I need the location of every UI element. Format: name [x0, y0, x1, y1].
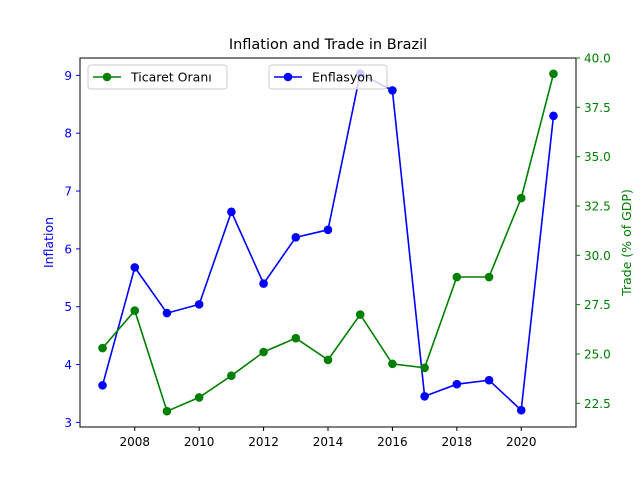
legend-marker [283, 72, 293, 82]
data-point-inflation [291, 232, 301, 242]
x-tick-label: 2016 [377, 435, 408, 449]
x-tick-label: 2012 [248, 435, 279, 449]
data-point-inflation [194, 300, 204, 309]
y-left-tick-label: 6 [64, 242, 72, 256]
data-point-inflation [130, 263, 140, 272]
data-point-trade [162, 406, 172, 416]
data-point-trade [484, 272, 494, 282]
y-right-tick-label: 37.5 [584, 101, 611, 115]
data-point-trade [420, 363, 429, 373]
data-point-trade [130, 306, 140, 315]
y-right-tick-label: 22.5 [584, 397, 611, 411]
data-point-inflation [98, 381, 107, 390]
data-point-trade [549, 69, 558, 79]
data-point-inflation [323, 225, 333, 235]
data-point-inflation [549, 111, 558, 121]
data-point-inflation [420, 392, 429, 401]
data-point-trade [323, 355, 333, 365]
x-tick-label: 2018 [442, 435, 473, 449]
data-point-inflation [452, 379, 462, 389]
data-point-trade [355, 310, 365, 319]
y-left-tick-label: 8 [64, 127, 72, 141]
legend: Enflasyon [268, 64, 388, 90]
y-right-tick-label: 32.5 [584, 199, 611, 213]
x-tick-label: 2010 [184, 435, 215, 449]
chart-title: Inflation and Trade in Brazil [229, 37, 427, 53]
data-point-trade [291, 333, 301, 343]
x-tick-label: 2020 [506, 435, 537, 449]
data-point-trade [452, 272, 462, 282]
legend-marker [102, 72, 112, 82]
data-point-trade [227, 371, 236, 380]
data-point-trade [388, 359, 397, 369]
y-right-tick-label: 40.0 [584, 52, 611, 66]
y-left-tick-label: 7 [64, 185, 72, 199]
data-point-inflation [388, 86, 397, 95]
data-point-trade [259, 347, 268, 357]
data-point-trade [516, 193, 526, 203]
data-point-inflation [227, 207, 236, 217]
legend-label: Enflasyon [312, 70, 373, 85]
legend-box [87, 64, 228, 90]
legend-label: Ticaret Oranı [130, 70, 212, 85]
y-right-tick-label: 30.0 [584, 249, 611, 263]
y-left-tick-label: 9 [64, 69, 72, 83]
x-tick-label: 2008 [119, 435, 150, 449]
data-point-inflation [516, 405, 526, 415]
data-point-inflation [162, 308, 172, 318]
y-right-tick-label: 25.0 [584, 347, 611, 361]
data-point-inflation [484, 375, 494, 385]
axes: 2008 2010 2012 2014 2016 2018 2020 3 4 5 6 7 8 9 22.5 2… [64, 52, 610, 450]
data-point-inflation [259, 279, 268, 288]
data-point-trade [194, 393, 204, 402]
y-right-tick-label: 27.5 [584, 298, 611, 312]
y-axis-left-label: Inflation [41, 217, 56, 268]
y-left-tick-label: 5 [64, 300, 72, 314]
y-left-tick-label: 3 [64, 416, 72, 430]
series-layer [98, 69, 558, 416]
y-axis-right-label: Trade (% of GDP) [619, 189, 634, 297]
legend: Ticaret Oranı [87, 64, 228, 90]
y-left-tick-label: 4 [64, 358, 72, 372]
data-point-trade [98, 343, 107, 353]
legends: Ticaret Oranı Enflasyon [87, 64, 388, 90]
legend-box [268, 64, 388, 90]
y-right-tick-label: 35.0 [584, 150, 611, 164]
x-tick-label: 2014 [313, 435, 344, 449]
